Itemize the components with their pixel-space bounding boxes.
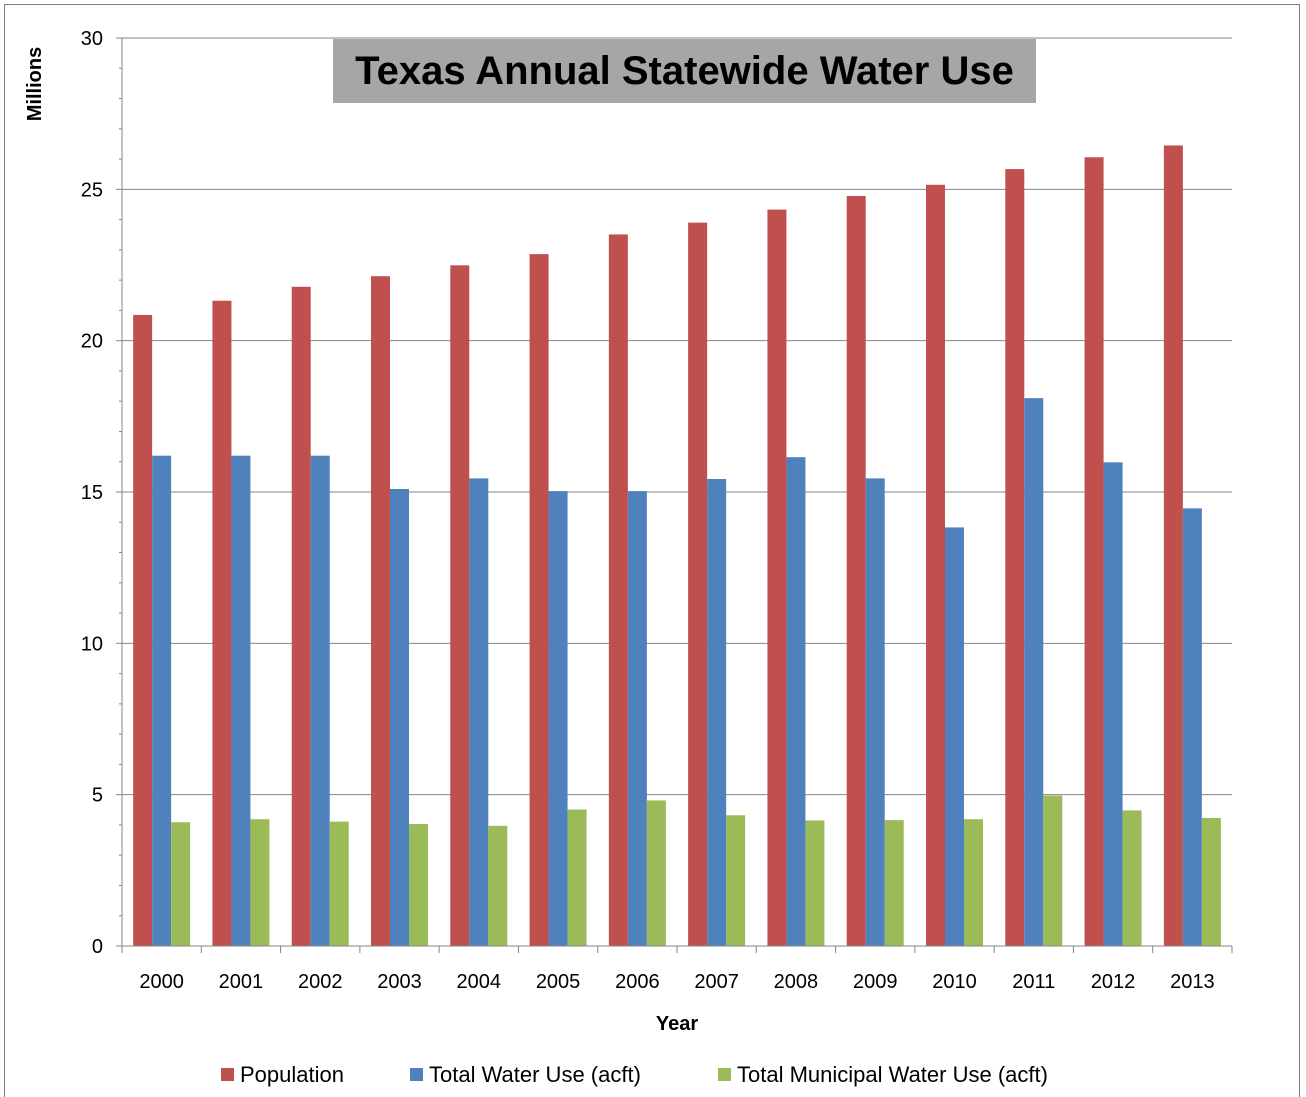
bar [726, 815, 746, 946]
bar [646, 800, 666, 946]
x-tick-label: 2008 [774, 971, 819, 993]
bar [310, 455, 330, 946]
x-tick-label: 2000 [139, 971, 184, 993]
bar [329, 821, 349, 946]
bar [450, 265, 470, 946]
bar [171, 822, 191, 946]
bar [231, 455, 251, 946]
x-tick-label: 2003 [377, 971, 422, 993]
y-tick-labels: 0 5 10 15 20 25 30 [81, 28, 103, 958]
bar [291, 286, 311, 946]
x-tick-label: 2009 [853, 971, 898, 993]
bar [1005, 169, 1025, 946]
x-tick-label: 2006 [615, 971, 660, 993]
y-tick-label: 10 [81, 633, 103, 655]
x-axis-label: Year [656, 1013, 698, 1035]
bar [627, 491, 647, 946]
x-tick-labels: 2000 2001 2002 2003 2004 2005 2006 2007 2008 2009… [139, 971, 1214, 993]
bar [707, 478, 727, 946]
bar [865, 478, 885, 946]
bar [548, 491, 568, 946]
bars [133, 145, 1221, 947]
x-tick-label: 2013 [1170, 971, 1215, 993]
chart-frame [4, 4, 1300, 1097]
y-tick-label: 20 [81, 331, 103, 353]
bar [964, 819, 983, 946]
bar [488, 825, 508, 946]
bar [846, 195, 866, 946]
bar [133, 314, 153, 946]
x-tick-label: 2002 [298, 971, 343, 993]
legend: Population Total Water Use (acft) Total Mu… [221, 1062, 1048, 1087]
bar [1043, 795, 1063, 946]
y-tick-label: 25 [81, 179, 103, 201]
bar [409, 824, 428, 946]
bar [390, 488, 409, 946]
bar [1084, 157, 1104, 946]
bar [884, 820, 904, 946]
bar [805, 820, 825, 946]
x-tick-label: 2004 [457, 971, 502, 993]
bar [1201, 817, 1221, 946]
y-tick-label: 30 [81, 28, 103, 50]
x-tick-label: 2012 [1091, 971, 1136, 993]
chart-title-box: Texas Annual Statewide Water Use [333, 39, 1036, 103]
bar [529, 254, 549, 946]
bar [1163, 145, 1183, 947]
x-tick-label: 2001 [219, 971, 264, 993]
legend-label: Total Water Use (acft) [429, 1062, 641, 1087]
bar [1103, 462, 1123, 946]
bar [152, 455, 172, 946]
bar [767, 209, 787, 946]
legend-label: Total Municipal Water Use (acft) [737, 1062, 1048, 1087]
axes [116, 37, 1233, 953]
bar [1122, 810, 1142, 946]
bar [688, 222, 708, 947]
chart-title: Texas Annual Statewide Water Use [355, 48, 1014, 93]
x-tick-label: 2011 [1012, 971, 1055, 993]
y-tick-label: 0 [92, 936, 103, 958]
legend-swatch [410, 1068, 423, 1081]
y-axis-label: Millions [24, 47, 46, 121]
legend-label: Population [240, 1062, 344, 1087]
bar [212, 300, 232, 946]
y-tick-label: 5 [92, 785, 103, 807]
legend-swatch [221, 1068, 234, 1081]
bar [250, 819, 270, 946]
bar [371, 276, 390, 946]
x-tick-label: 2005 [536, 971, 581, 993]
bar [786, 457, 806, 946]
bar [1024, 398, 1044, 946]
bar [1182, 508, 1202, 946]
bar [469, 478, 489, 946]
y-tick-label: 15 [81, 482, 103, 504]
legend-swatch [718, 1068, 731, 1081]
bar [608, 234, 628, 946]
bar [945, 527, 964, 946]
x-tick-label: 2010 [932, 971, 977, 993]
bar [567, 809, 587, 946]
gridlines [122, 37, 1232, 796]
bar [926, 184, 945, 946]
x-tick-label: 2007 [694, 971, 739, 993]
